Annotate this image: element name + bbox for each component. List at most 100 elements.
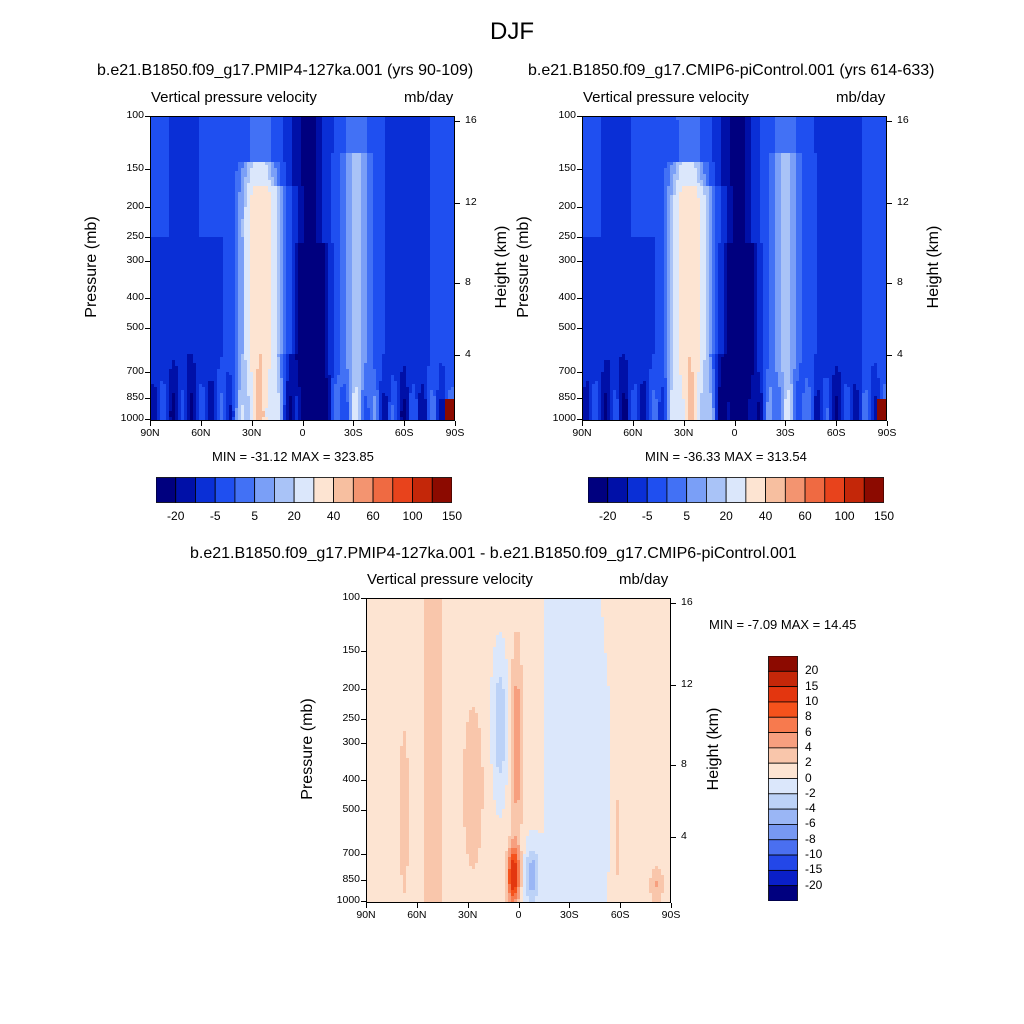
contour-cell [376,117,380,121]
contour-cell [433,192,437,196]
contour-cell [154,204,158,208]
contour-cell [421,195,425,199]
contour-cell [448,216,452,220]
contour-cell [157,138,161,142]
contour-cell [295,120,299,124]
contour-cell [208,177,212,181]
contour-cell [379,159,383,163]
contour-cell [157,219,161,223]
contour-cell [370,222,374,226]
contour-cell [280,222,284,226]
contour-cell [364,180,368,184]
contour-cell [202,180,206,184]
contour-cell [400,168,404,172]
contour-cell [370,219,374,223]
contour-cell [370,168,374,172]
contour-cell [307,117,311,121]
contour-cell [286,162,290,166]
contour-cell [427,171,431,175]
contour-cell [331,216,335,220]
contour-cell [235,207,239,211]
contour-cell [262,219,266,223]
contour-cell [166,177,170,181]
contour-cell [274,168,278,172]
contour-cell [151,123,155,127]
contour-cell [208,189,212,193]
contour-cell [208,123,212,127]
contour-cell [361,120,365,124]
contour-cell [424,120,428,124]
contour-cell [403,123,407,127]
contour-cell [337,141,341,145]
contour-cell [304,153,308,157]
contour-cell [154,168,158,172]
contour-cell [262,195,266,199]
contour-cell [298,216,302,220]
contour-cell [382,177,386,181]
contour-cell [175,186,179,190]
contour-cell [280,138,284,142]
contour-cell [412,171,416,175]
contour-cell [406,216,410,220]
contour-cell [163,129,167,133]
contour-cell [340,183,344,187]
contour-cell [262,144,266,148]
contour-cell [430,120,434,124]
contour-cell [364,210,368,214]
contour-cell [235,204,239,208]
contour-cell [241,222,245,226]
contour-cell [439,147,443,151]
contour-cell [424,207,428,211]
contour-cell [202,135,206,139]
contour-cell [304,210,308,214]
contour-cell [430,123,434,127]
contour-cell [391,144,395,148]
contour-cell [388,129,392,133]
contour-cell [157,162,161,166]
contour-cell [223,183,227,187]
contour-cell [352,129,356,133]
contour-cell [271,150,275,154]
contour-cell [388,222,392,226]
contour-cell [403,222,407,226]
contour-cell [421,123,425,127]
contour-cell [373,177,377,181]
contour-cell [151,177,155,181]
contour-cell [172,141,176,145]
contour-cell [301,210,305,214]
contour-cell [424,129,428,133]
contour-cell [397,198,401,202]
contour-cell [292,171,296,175]
contour-cell [448,222,452,226]
contour-cell [298,129,302,133]
contour-cell [220,219,224,223]
contour-cell [448,117,452,121]
contour-cell [301,129,305,133]
contour-cell [385,117,389,121]
contour-cell [304,147,308,151]
contour-cell [295,168,299,172]
contour-cell [304,183,308,187]
contour-cell [424,135,428,139]
contour-cell [226,222,230,226]
contour-cell [157,225,161,229]
contour-cell [163,120,167,124]
contour-cell [151,150,155,154]
contour-cell [451,120,454,124]
contour-cell [448,210,452,214]
contour-cell [427,129,431,133]
contour-cell [250,129,254,133]
contour-cell [427,150,431,154]
contour-cell [328,132,332,136]
contour-cell [325,168,329,172]
contour-cell [214,147,218,151]
contour-cell [430,174,434,178]
contour-cell [226,150,230,154]
contour-cell [235,174,239,178]
contour-cell [397,132,401,136]
contour-cell [190,138,194,142]
contour-cell [163,198,167,202]
contour-cell [439,204,443,208]
contour-cell [382,126,386,130]
contour-cell [316,120,320,124]
